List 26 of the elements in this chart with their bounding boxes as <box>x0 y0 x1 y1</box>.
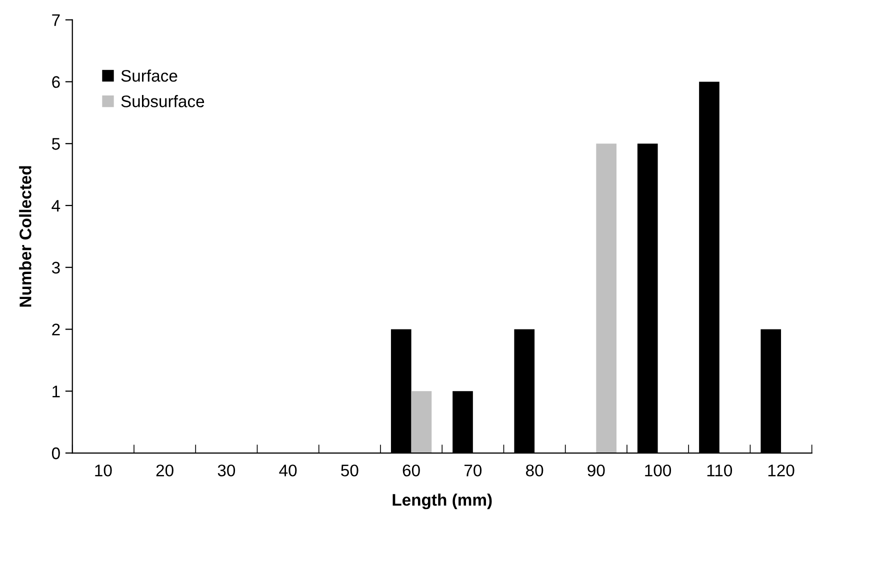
y-axis-title: Number Collected <box>19 166 32 307</box>
x-tick-label: 120 <box>768 464 794 476</box>
x-tick-label: 20 <box>156 464 174 476</box>
y-tick-label: 2 <box>52 324 60 336</box>
bar <box>596 144 616 454</box>
x-tick-label: 110 <box>707 464 732 476</box>
x-tick-label: 80 <box>526 464 544 476</box>
bar <box>411 391 432 454</box>
x-tick-label: 10 <box>95 464 112 476</box>
x-tick-label: 70 <box>464 464 482 476</box>
legend-label: Surface <box>121 70 178 82</box>
legend-label: Subsurface <box>121 95 204 108</box>
x-tick-label: 50 <box>341 464 358 476</box>
y-tick-label: 5 <box>52 138 60 150</box>
y-tick-label: 4 <box>52 200 60 212</box>
x-tick-label: 100 <box>645 464 672 476</box>
y-tick-label: 0 <box>52 447 60 460</box>
y-tick-label: 6 <box>52 76 60 88</box>
y-tick-label: 7 <box>52 14 60 26</box>
x-tick-label: 30 <box>218 464 236 476</box>
x-axis-title: Length (mm) <box>392 494 492 510</box>
x-tick-label: 90 <box>588 464 605 476</box>
x-tick-label: 40 <box>279 464 297 476</box>
y-tick-label: 1 <box>52 386 60 398</box>
y-tick-label: 3 <box>52 262 60 274</box>
x-tick-label: 60 <box>402 464 420 476</box>
